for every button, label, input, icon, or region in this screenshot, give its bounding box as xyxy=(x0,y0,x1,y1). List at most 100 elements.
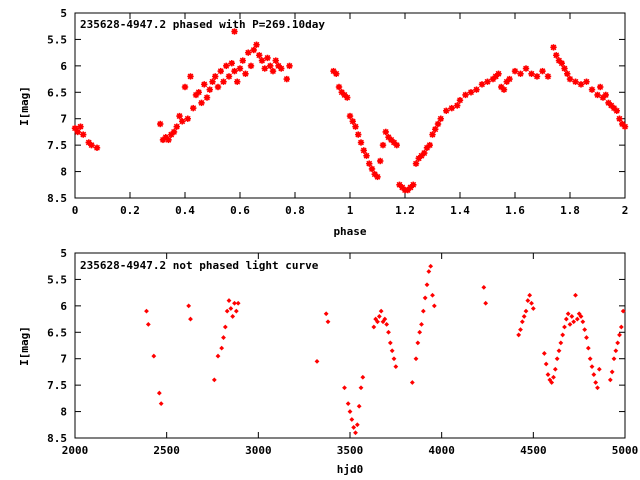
unphased-data-point xyxy=(409,380,415,385)
phased-x-tick-label: 0.2 xyxy=(120,204,140,217)
unphased-data-point xyxy=(233,308,239,314)
phased-data-point xyxy=(382,128,389,136)
phased-data-point xyxy=(231,28,238,35)
unphased-data-point xyxy=(156,390,162,396)
unphased-data-point xyxy=(347,409,353,414)
unphased-data-point xyxy=(529,300,534,306)
unphased-data-point xyxy=(571,319,577,325)
phased-data-point xyxy=(258,57,266,64)
phased-data-point xyxy=(261,65,268,72)
phased-data-point xyxy=(357,139,365,146)
phased-data-point xyxy=(71,125,79,132)
unphased-data-point xyxy=(215,353,221,359)
unphased-data-point xyxy=(430,292,435,298)
unphased-data-point xyxy=(611,356,617,362)
phased-data-point xyxy=(506,75,513,83)
phased-y-tick-label: 6 xyxy=(60,60,67,73)
phased-data-point xyxy=(366,160,373,167)
unphased-data-point xyxy=(613,348,619,354)
phased-data-point xyxy=(253,41,260,48)
unphased-data-point xyxy=(596,366,602,372)
phased-data-point xyxy=(564,70,571,77)
unphased-data-point xyxy=(523,308,529,314)
phased-data-point xyxy=(429,131,436,138)
phased-data-point xyxy=(616,115,623,122)
phased-data-point xyxy=(165,136,172,144)
unphased-data-point xyxy=(574,316,580,322)
phased-data-point xyxy=(355,131,362,138)
unphased-data-point xyxy=(573,292,578,298)
phased-data-point xyxy=(286,62,293,70)
phased-data-point xyxy=(209,78,216,85)
unphased-y-tick-label: 8.5 xyxy=(47,432,67,445)
phased-data-point xyxy=(588,86,596,93)
phased-data-point xyxy=(553,52,560,59)
unphased-data-point xyxy=(595,385,600,391)
unphased-data-point xyxy=(387,340,393,346)
unphased-x-tick-label: 2000 xyxy=(62,444,89,457)
unphased-data-point xyxy=(609,369,615,375)
unphased-y-tick-label: 5.5 xyxy=(47,273,67,286)
unphased-data-point xyxy=(158,401,164,407)
phased-data-point xyxy=(179,118,186,125)
unphased-x-tick-label: 3500 xyxy=(337,444,364,457)
unphased-data-point xyxy=(556,348,562,354)
unphased-data-point xyxy=(351,425,357,430)
unphased-data-point xyxy=(426,269,432,274)
phased-data-point xyxy=(454,102,461,109)
unphased-data-point xyxy=(325,319,331,325)
phased-data-point xyxy=(157,120,164,128)
phased-data-point xyxy=(74,128,81,136)
unphased-data-points xyxy=(144,263,626,436)
phased-y-tick-label: 5 xyxy=(60,7,67,20)
unphased-data-point xyxy=(224,308,230,314)
unphased-data-point xyxy=(552,366,558,372)
phased-data-point xyxy=(377,157,384,165)
unphased-data-point xyxy=(578,314,584,319)
phased-data-point xyxy=(558,60,565,67)
unphased-x-tick-label: 4000 xyxy=(428,444,455,457)
phased-y-tick-label: 6.5 xyxy=(47,86,67,99)
unphased-data-point xyxy=(376,314,382,319)
unphased-y-axis-label: I[mag] xyxy=(18,326,31,366)
phased-data-point xyxy=(184,115,191,122)
unphased-data-point xyxy=(530,306,536,311)
unphased-y-tick-label: 7.5 xyxy=(47,379,67,392)
phased-data-point xyxy=(539,67,546,75)
unphased-data-point xyxy=(221,335,226,340)
phased-data-point xyxy=(349,118,356,125)
phased-data-point xyxy=(195,89,202,96)
phased-data-point xyxy=(220,78,227,85)
phased-data-point xyxy=(239,57,246,64)
unphased-data-point xyxy=(413,356,419,362)
unphased-data-point xyxy=(228,306,234,311)
unphased-data-point xyxy=(314,358,320,364)
unphased-data-point xyxy=(222,324,228,330)
phased-data-point xyxy=(566,75,574,83)
unphased-data-point xyxy=(145,321,151,327)
phased-data-point xyxy=(77,123,84,130)
phased-data-point xyxy=(236,65,244,72)
phased-data-point xyxy=(228,60,235,67)
phased-data-point xyxy=(421,149,428,157)
phased-data-point xyxy=(201,81,208,88)
unphased-data-point xyxy=(549,380,555,385)
phased-data-point xyxy=(93,144,101,151)
unphased-data-point xyxy=(380,319,386,325)
unphased-axis-ticks: 2000 2500 3000 3500 4000 4500 5000 5 5.5 6 6.5 7 7.5… xyxy=(47,247,638,457)
phased-data-point xyxy=(583,78,590,85)
phased-data-point xyxy=(360,147,367,154)
unphased-data-point xyxy=(580,319,586,325)
unphased-data-point xyxy=(342,385,347,391)
unphased-data-point xyxy=(422,295,428,301)
phased-data-point xyxy=(264,54,271,62)
unphased-data-point xyxy=(615,340,621,346)
unphased-data-point xyxy=(545,372,551,377)
phased-data-point xyxy=(412,160,420,167)
phased-data-point xyxy=(269,67,277,75)
phased-x-tick-label: 1.4 xyxy=(450,204,470,217)
phased-data-point xyxy=(217,67,224,75)
phased-plot-title: 235628-4947.2 phased with P=269.10day xyxy=(80,18,325,31)
phased-data-point xyxy=(511,67,519,75)
phased-axis-ticks: 0 0.2 0.4 0.6 0.8 1 1.2 1.4 1.6 1.8 2 5 5.5 6 6.5 7 7.5 8… xyxy=(47,7,628,217)
